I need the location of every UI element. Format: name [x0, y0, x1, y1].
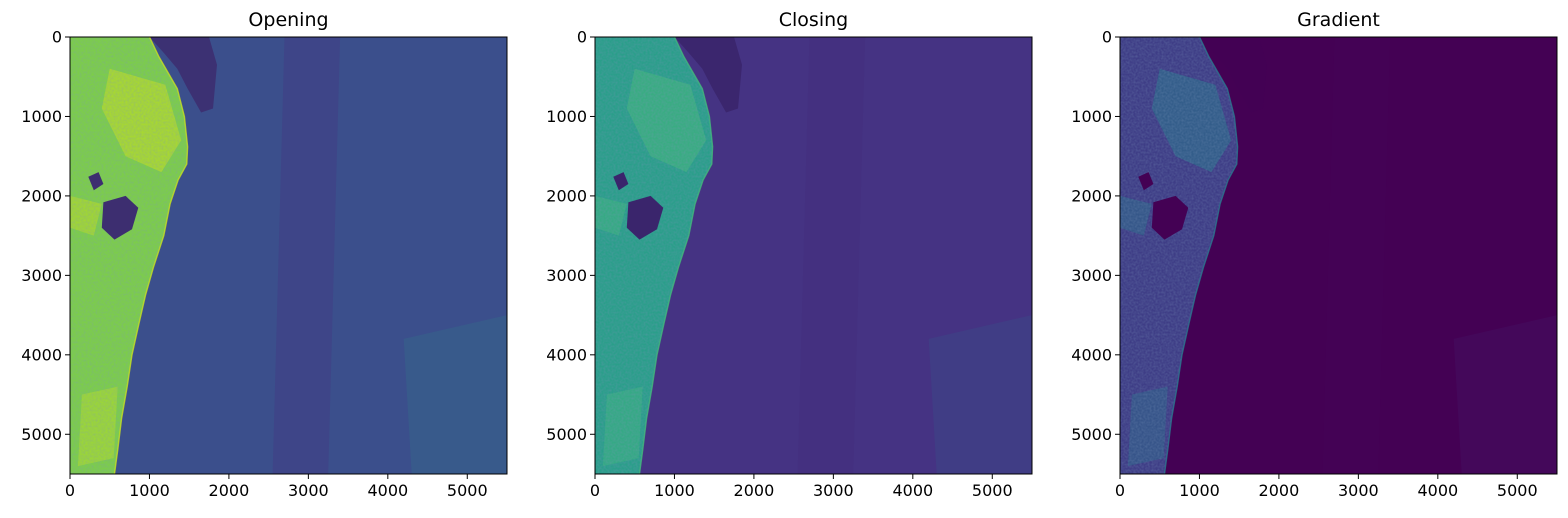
- coastline-edge: [113, 37, 189, 474]
- lake: [1138, 172, 1154, 191]
- turbid-water: [928, 315, 1032, 474]
- north-dark-region: [1199, 37, 1267, 113]
- x-tick-label: 4000: [1417, 481, 1458, 500]
- north-dark-region: [149, 37, 217, 113]
- lake: [613, 172, 629, 191]
- coastline-edge: [1163, 37, 1239, 474]
- axes-frame: [69, 36, 508, 475]
- y-tick-label: 0: [52, 28, 62, 47]
- y-tick-label: 5000: [546, 425, 587, 444]
- x-tick-label: 2000: [209, 481, 250, 500]
- lake: [1151, 195, 1189, 240]
- x-tick-label: 3000: [288, 481, 329, 500]
- y-tick-label: 4000: [1071, 345, 1112, 364]
- x-tick-label: 1000: [654, 481, 695, 500]
- axes-frame: [594, 36, 1033, 475]
- axes-frame: [1119, 36, 1558, 475]
- opening-panel: Opening 0 1000 2000 3000 4000 5000 0 1000 2000 300…: [21, 9, 508, 500]
- x-tick-label: 2000: [734, 481, 775, 500]
- y-tick-label: 5000: [21, 425, 62, 444]
- swath-band: [797, 37, 866, 474]
- x-tick-label: 3000: [813, 481, 854, 500]
- y-tick-label: 3000: [1071, 266, 1112, 285]
- x-tick-label: 3000: [1338, 481, 1379, 500]
- x-tick-label: 5000: [972, 481, 1013, 500]
- north-dark-region: [674, 37, 742, 113]
- x-tick-label: 1000: [1179, 481, 1220, 500]
- turbid-water: [403, 315, 507, 474]
- heatmap-image: [595, 37, 1032, 474]
- coastline-edge: [638, 37, 714, 474]
- x-tick-label: 0: [1115, 481, 1125, 500]
- swath-band: [1322, 37, 1391, 474]
- x-tick-label: 5000: [1497, 481, 1538, 500]
- lake: [101, 195, 139, 240]
- y-tick-label: 1000: [1071, 107, 1112, 126]
- y-tick-label: 1000: [546, 107, 587, 126]
- y-tick-label: 2000: [21, 186, 62, 205]
- x-tick-label: 4000: [892, 481, 933, 500]
- y-tick-label: 3000: [21, 266, 62, 285]
- closing-panel: Closing 0 1000 2000 3000 4000 5000 0 1000 2000 300…: [546, 9, 1033, 500]
- x-tick-label: 0: [65, 481, 75, 500]
- x-tick-label: 2000: [1259, 481, 1300, 500]
- y-tick-label: 2000: [546, 186, 587, 205]
- heatmap-image: [1120, 37, 1557, 474]
- swath-band: [272, 37, 341, 474]
- y-tick-label: 0: [1102, 28, 1112, 47]
- y-tick-label: 4000: [546, 345, 587, 364]
- y-tick-label: 2000: [1071, 186, 1112, 205]
- panel-title: Closing: [779, 9, 848, 31]
- lake: [626, 195, 664, 240]
- y-tick-label: 4000: [21, 345, 62, 364]
- x-tick-label: 0: [590, 481, 600, 500]
- y-tick-label: 5000: [1071, 425, 1112, 444]
- turbid-water: [1453, 315, 1557, 474]
- panel-title: Gradient: [1297, 9, 1380, 31]
- x-tick-label: 1000: [129, 481, 170, 500]
- x-tick-label: 4000: [367, 481, 408, 500]
- gradient-panel: Gradient 0 1000 2000 3000 4000 5000 0 1000 2000 30…: [1071, 9, 1558, 500]
- x-tick-label: 5000: [447, 481, 488, 500]
- heatmap-image: [70, 37, 507, 474]
- y-tick-label: 0: [577, 28, 587, 47]
- panel-title: Opening: [248, 9, 328, 31]
- lake: [88, 172, 104, 191]
- y-tick-label: 3000: [546, 266, 587, 285]
- y-tick-label: 1000: [21, 107, 62, 126]
